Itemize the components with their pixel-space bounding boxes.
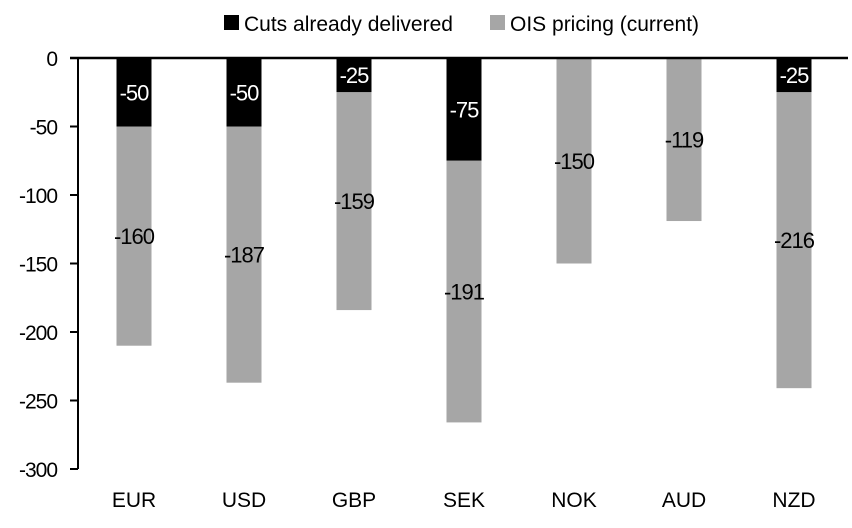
bar-nzd-series-0 [776, 58, 812, 93]
bar-eur-series-0 [116, 58, 152, 127]
legend-swatch-1 [490, 15, 505, 30]
bar-gbp-series-0 [336, 58, 372, 93]
data-label: -160 [114, 224, 155, 249]
bar-usd-series-0 [226, 58, 262, 127]
data-label: -25 [340, 63, 370, 88]
data-label: -150 [554, 149, 595, 174]
x-tick-label: SEK [443, 489, 485, 512]
bar-sek-series-1 [446, 160, 482, 423]
y-tick-label: -300 [19, 459, 57, 482]
bar-gbp-series-1 [336, 92, 372, 311]
bar-eur-series-1 [116, 126, 152, 346]
bar-aud-series-1 [666, 58, 702, 222]
data-label: -119 [665, 128, 704, 153]
data-label: -191 [444, 280, 485, 305]
data-label: -75 [450, 97, 480, 122]
bar-sek-series-0 [446, 58, 482, 161]
y-tick-label: -200 [19, 322, 57, 345]
bar-usd-series-1 [226, 126, 262, 383]
x-tick-label: USD [222, 489, 266, 512]
legend: Cuts already delivered OIS pricing (curre… [224, 13, 699, 36]
x-tick-label: NZD [772, 489, 815, 512]
legend-label-1: OIS pricing (current) [510, 13, 699, 36]
y-tick-label: -50 [30, 117, 58, 140]
data-label: -25 [780, 63, 810, 88]
y-tick-label: -250 [19, 391, 57, 414]
legend-label-0: Cuts already delivered [244, 13, 453, 36]
data-label: -50 [230, 80, 260, 105]
bar-nok-series-1 [556, 58, 592, 264]
x-tick-label: NOK [551, 489, 597, 512]
axes: EUR USD GBP SEK NOK AUD NZD 0 -50 -100 -150 -200 -25… [19, 48, 848, 512]
data-label: -50 [120, 80, 150, 105]
x-tick-label: AUD [662, 489, 706, 512]
y-tick-label: -100 [19, 185, 57, 208]
y-tick-label: -150 [19, 254, 57, 277]
data-label: -159 [334, 189, 375, 214]
bars [116, 58, 812, 423]
bar-nzd-series-1 [776, 92, 812, 389]
legend-swatch-0 [224, 15, 239, 30]
x-tick-label: EUR [112, 489, 156, 512]
data-label: -216 [774, 228, 815, 253]
x-tick-label: GBP [332, 489, 376, 512]
data-label: -187 [224, 243, 265, 268]
y-tick-label: 0 [46, 48, 57, 71]
data-labels: -50 -160 -50 -187 -25 -159 -75 -191 -150 -119 -25 -… [114, 63, 816, 305]
